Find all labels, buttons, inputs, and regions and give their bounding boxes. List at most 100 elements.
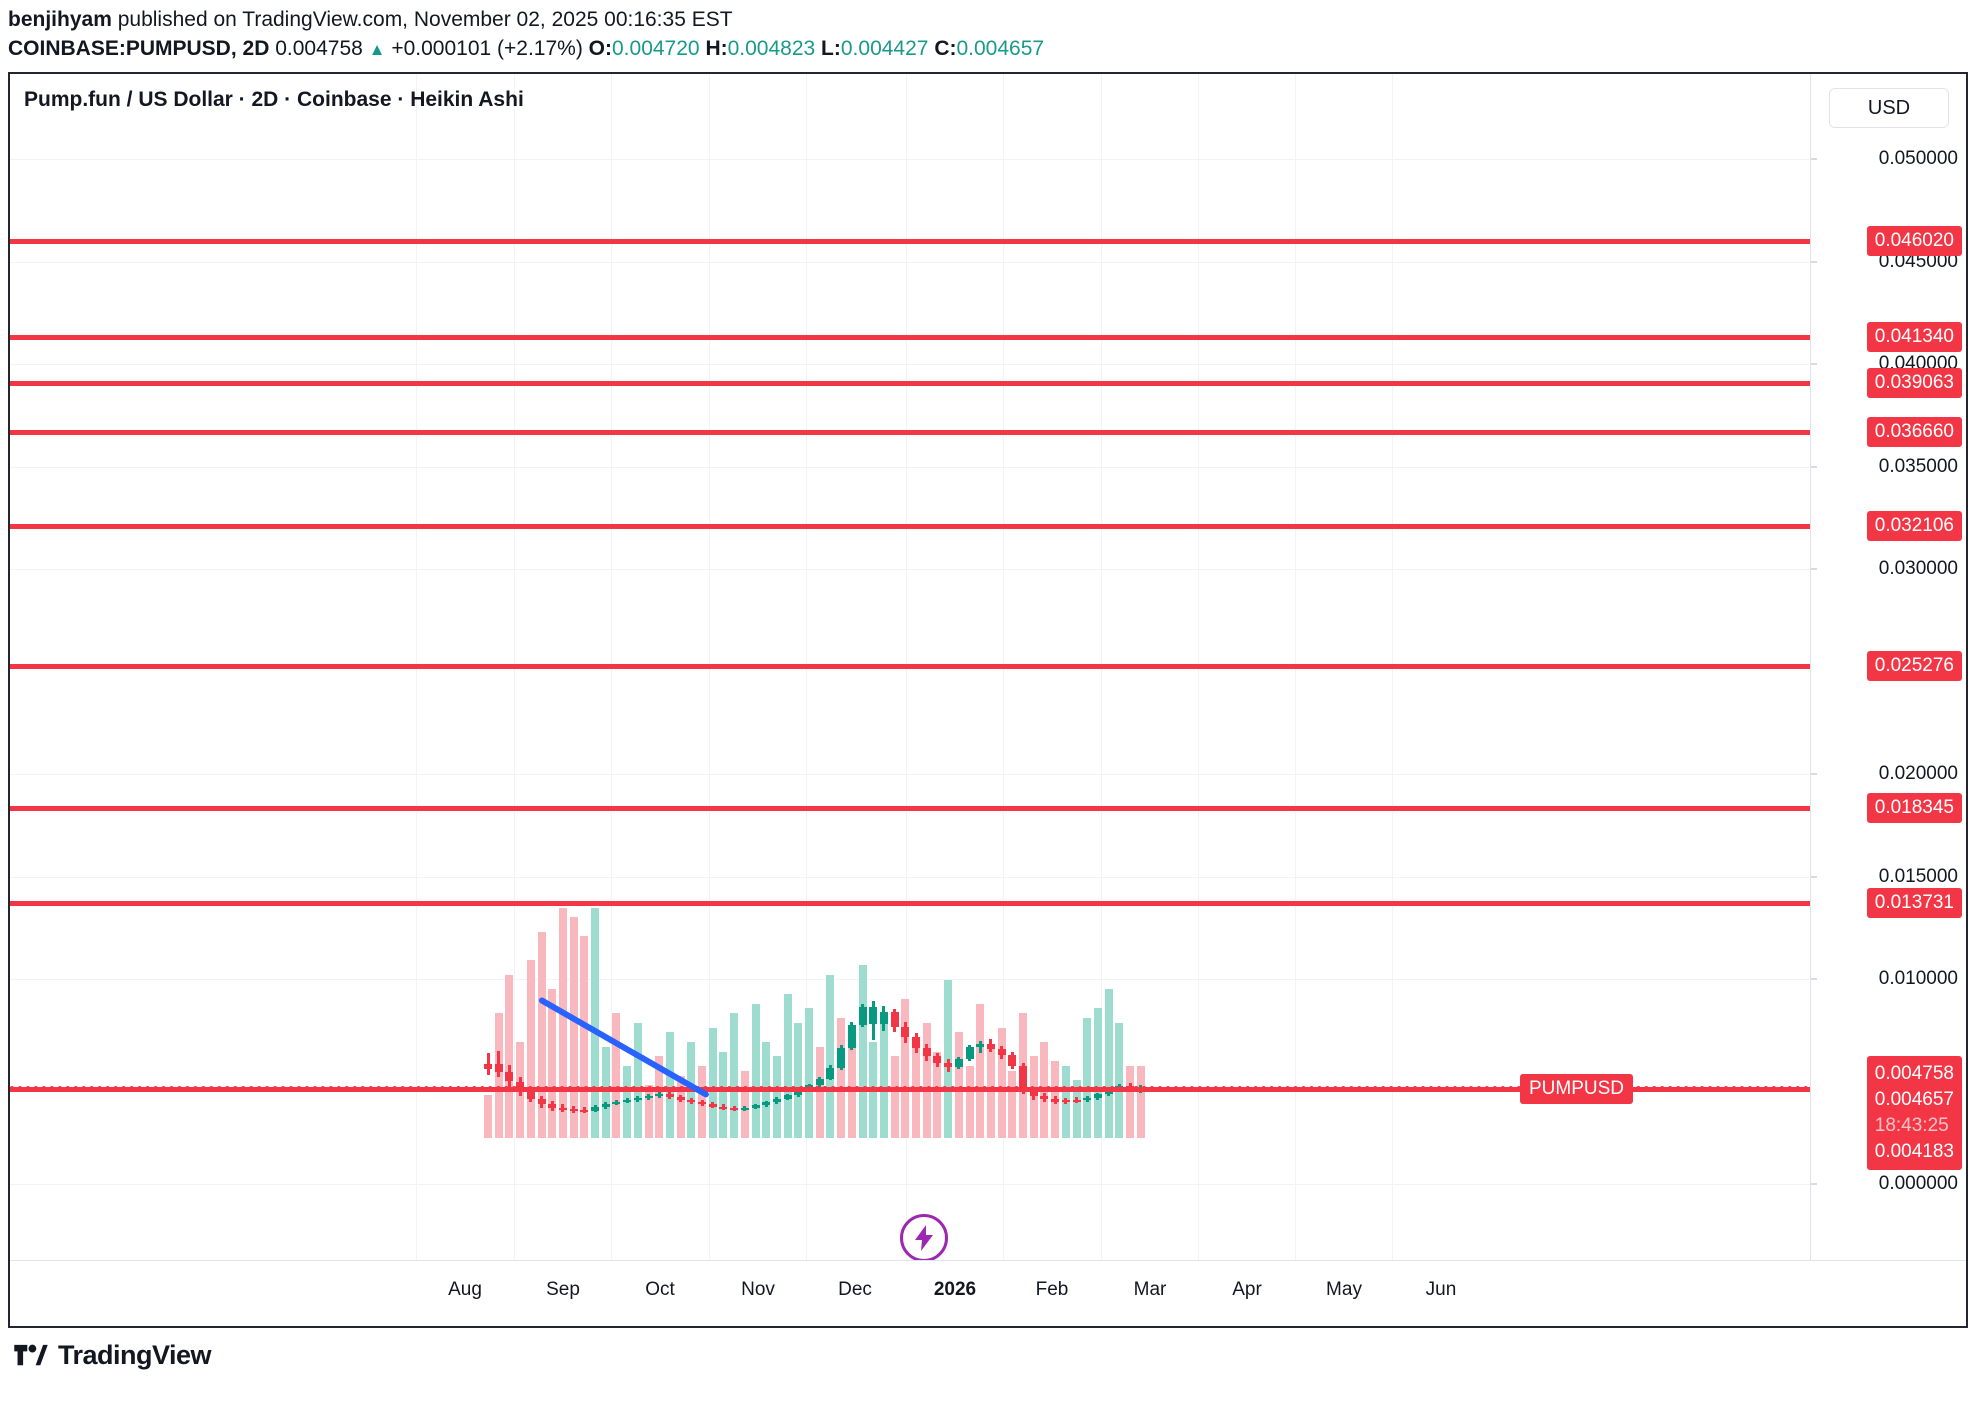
time-tick-label: Jun bbox=[1425, 1279, 1457, 1300]
low-key: L: bbox=[821, 37, 841, 60]
price-tick-dash bbox=[1811, 773, 1817, 775]
candle-body bbox=[1061, 1100, 1070, 1103]
tradingview-logo-icon bbox=[14, 1344, 48, 1365]
currency-pill[interactable]: USD bbox=[1829, 88, 1949, 128]
volume-bar bbox=[1072, 1080, 1081, 1138]
low-value: 0.004427 bbox=[840, 37, 929, 60]
volume-bar bbox=[976, 1003, 985, 1138]
candle-body bbox=[858, 1006, 867, 1026]
time-tick-label: May bbox=[1326, 1279, 1362, 1300]
volume-bar bbox=[633, 1022, 642, 1138]
volume-bar bbox=[772, 1056, 781, 1138]
resistance-price-badge[interactable]: 0.041340 bbox=[1866, 321, 1962, 352]
volume-bar bbox=[601, 1046, 610, 1138]
candle-body bbox=[965, 1047, 974, 1060]
price-tick-label: 0.015000 bbox=[1878, 865, 1958, 887]
horizontal-gridline bbox=[10, 774, 1810, 775]
price-scale[interactable]: USD 0.050000 0.045000 0.040000 0.035000 0.03… bbox=[1810, 74, 1966, 1260]
chart-plot-area[interactable]: Pump.fun / US Dollar · 2D · Coinbase · H… bbox=[10, 74, 1810, 1260]
resistance-price-badge[interactable]: 0.013731 bbox=[1866, 887, 1962, 918]
volume-bar bbox=[1093, 1008, 1102, 1138]
change-absolute: +0.000101 bbox=[391, 37, 492, 60]
volume-bar bbox=[858, 965, 867, 1138]
horizontal-gridline bbox=[10, 569, 1810, 570]
change-percent: (+2.17%) bbox=[497, 37, 583, 60]
candle-body bbox=[901, 1027, 910, 1038]
price-tick-label: 0.035000 bbox=[1878, 455, 1958, 477]
volume-bar bbox=[794, 1022, 803, 1138]
volume-bar bbox=[1083, 1018, 1092, 1138]
volume-bar bbox=[676, 1075, 685, 1138]
resistance-line[interactable] bbox=[10, 900, 1810, 906]
volume-bar bbox=[805, 1008, 813, 1138]
current-price-badge-stack[interactable]: 0.004758 0.004657 18:43:25 0.004183 bbox=[1866, 1056, 1962, 1171]
horizontal-gridline bbox=[10, 261, 1810, 263]
resistance-line[interactable] bbox=[10, 523, 1810, 529]
volume-bar bbox=[548, 989, 557, 1138]
tradingview-brand: TradingView bbox=[58, 1340, 212, 1370]
candle-body bbox=[698, 1102, 706, 1105]
resistance-line[interactable] bbox=[10, 663, 1810, 669]
resistance-price-badge[interactable]: 0.025276 bbox=[1866, 650, 1962, 681]
candle-body bbox=[837, 1047, 846, 1069]
resistance-line[interactable] bbox=[10, 334, 1810, 340]
close-key: C: bbox=[934, 37, 957, 60]
resistance-line[interactable] bbox=[10, 238, 1810, 244]
candle-body bbox=[623, 1099, 632, 1102]
horizontal-gridline bbox=[10, 364, 1810, 365]
candle-body bbox=[933, 1056, 942, 1063]
candle-body bbox=[548, 1104, 557, 1108]
volume-bar bbox=[1008, 1070, 1017, 1138]
symbol-label[interactable]: COINBASE:PUMPUSD, 2D bbox=[8, 37, 270, 60]
candle-body bbox=[986, 1043, 995, 1049]
price-tick-label: 0.030000 bbox=[1878, 558, 1958, 579]
quote-line: COINBASE:PUMPUSD, 2D 0.004758 ▲ +0.00010… bbox=[8, 34, 1976, 65]
candle-body bbox=[762, 1102, 771, 1106]
horizontal-gridline bbox=[10, 876, 1810, 878]
resistance-price-badge[interactable]: 0.018345 bbox=[1866, 792, 1962, 823]
price-tick-label: 0.050000 bbox=[1878, 148, 1958, 169]
time-tick-label: 2026 bbox=[933, 1279, 977, 1300]
time-tick-label: Aug bbox=[448, 1279, 482, 1300]
candle-body bbox=[612, 1101, 621, 1104]
volume-bar bbox=[933, 1051, 942, 1138]
open-value: 0.004720 bbox=[612, 37, 700, 60]
volume-bar bbox=[665, 1032, 674, 1138]
volume-bar bbox=[730, 1013, 739, 1138]
publication-byline: benjihyam published on TradingView.com, … bbox=[8, 6, 1976, 34]
candle-body bbox=[783, 1095, 792, 1099]
horizontal-gridline bbox=[10, 159, 1810, 160]
resistance-line[interactable] bbox=[10, 430, 1810, 436]
resistance-price-badge[interactable]: 0.046020 bbox=[1866, 225, 1962, 256]
volume-bar bbox=[954, 1032, 963, 1138]
time-tick-label: Sep bbox=[546, 1279, 580, 1300]
volume-bar bbox=[612, 1013, 621, 1138]
resistance-price-badge[interactable]: 0.036660 bbox=[1866, 417, 1962, 448]
candle-body bbox=[879, 1011, 888, 1025]
descending-trendline[interactable] bbox=[538, 997, 709, 1098]
lightning-bolt-icon[interactable] bbox=[900, 1214, 948, 1260]
candle-body bbox=[1008, 1055, 1017, 1066]
candle-body bbox=[633, 1098, 642, 1101]
symbol-price-tag[interactable]: PUMPUSD bbox=[1520, 1073, 1634, 1104]
up-triangle-icon: ▲ bbox=[368, 40, 386, 59]
candle-body bbox=[558, 1107, 567, 1110]
resistance-line[interactable] bbox=[10, 381, 1810, 387]
high-key: H: bbox=[705, 37, 728, 60]
volume-bar bbox=[783, 994, 792, 1138]
price-tick-label: 0.000000 bbox=[1878, 1173, 1958, 1194]
time-tick-label: Feb bbox=[1035, 1279, 1069, 1300]
price-tick-dash bbox=[1811, 466, 1817, 467]
resistance-line[interactable] bbox=[10, 805, 1810, 811]
resistance-price-badge[interactable]: 0.032106 bbox=[1866, 510, 1962, 541]
open-key: O: bbox=[588, 37, 612, 60]
price-tick-dash bbox=[1811, 363, 1817, 365]
volume-bar bbox=[1136, 1066, 1145, 1138]
volume-bar bbox=[1104, 989, 1113, 1138]
volume-bar bbox=[986, 1046, 995, 1138]
last-price-dotted-line bbox=[10, 1086, 1810, 1091]
resistance-price-badge[interactable]: 0.039063 bbox=[1866, 368, 1962, 399]
time-scale[interactable]: Aug Sep Oct Nov Dec 2026 Feb Mar Apr May Jun bbox=[10, 1260, 1966, 1326]
volume-bar bbox=[558, 907, 567, 1138]
